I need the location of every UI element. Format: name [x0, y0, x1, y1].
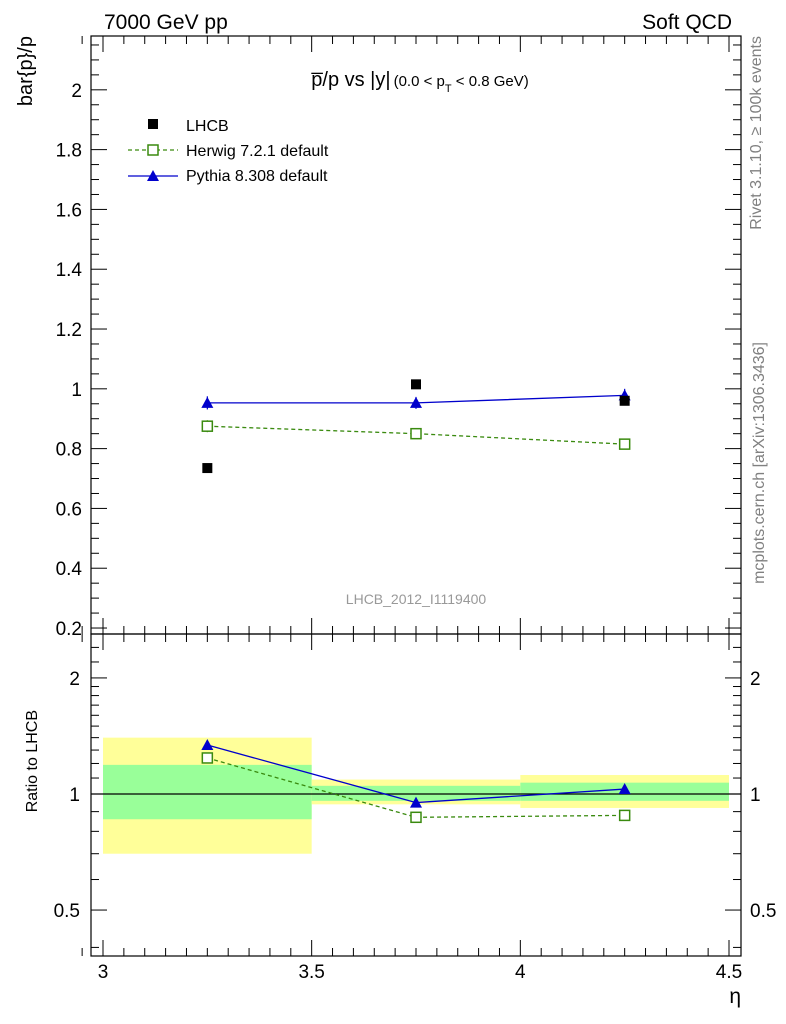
pythia-point	[201, 396, 214, 408]
pythia-ratio-point	[410, 796, 422, 808]
y-tick-label: 0.2	[56, 619, 82, 640]
y-tick-label: 1.4	[56, 260, 83, 281]
chart-marks: 3 3.5 4 4.5 0.2 0.4 0.6 0.8 1 1.2 1.4 1.6 1.8 2 0.5 0.5…	[54, 35, 776, 983]
legend-entry-lhcb: LHCB	[186, 118, 229, 135]
legend: LHCB Herwig 7.2.1 default Pythia 8.308 d…	[128, 118, 329, 185]
x-axis-label: η	[729, 985, 741, 1008]
energy-label: 7000 GeV pp	[104, 11, 228, 34]
ratio-tick-label-left: 1	[69, 785, 80, 806]
rivet-label: Rivet 3.1.10, ≥ 100k events	[748, 36, 765, 230]
pythia-ratio-point	[618, 783, 631, 795]
y-tick-label: 0.6	[56, 499, 82, 520]
y-tick-label: 0.8	[56, 440, 82, 461]
legend-marker-pythia	[147, 170, 159, 181]
y-tick-label: 1.8	[56, 141, 82, 162]
legend-marker-herwig	[147, 144, 159, 156]
ratio-tick-label-left: 0.5	[54, 901, 80, 922]
ratio-tick-label-right: 2	[750, 669, 761, 690]
y-tick-label: 1.2	[56, 320, 82, 341]
x-tick-label: 4	[515, 962, 526, 983]
herwig-ratio-point	[201, 752, 214, 764]
ratio-y-axis-label: Ratio to LHCB	[24, 710, 41, 812]
title-cut-open: (0.0 < p	[394, 73, 445, 90]
plot-title: p̅/p vs |y| (0.0 < pT < 0.8 GeV)	[311, 69, 529, 95]
ratio-band-stat	[103, 764, 312, 820]
title-main: p̅/p vs |y|	[311, 69, 390, 91]
herwig-ratio-point	[410, 811, 422, 824]
analysis-watermark: LHCB_2012_I1119400	[346, 591, 487, 607]
y-tick-label: 2	[71, 81, 82, 102]
ratio-tick-label-left: 2	[69, 669, 80, 690]
title-cut-sub: T	[445, 83, 452, 95]
y-tick-label: 1	[71, 380, 82, 401]
ratio-tick-label-right: 1	[750, 785, 761, 806]
title-cut-close: < 0.8 GeV)	[452, 73, 529, 90]
ratio-band-stat	[311, 785, 521, 801]
x-tick-label: 3	[98, 962, 109, 983]
pythia-ratio-point	[201, 738, 214, 750]
x-tick-label: 3.5	[298, 962, 324, 983]
herwig-ratio-line	[207, 757, 625, 818]
lhcb-point	[619, 395, 630, 406]
herwig-point	[410, 427, 422, 440]
ratio-tick-label-right: 0.5	[750, 901, 776, 922]
y-tick-label: 1.6	[56, 200, 82, 221]
legend-entry-pythia: Pythia 8.308 default	[186, 168, 328, 185]
herwig-point	[618, 438, 631, 450]
y-axis-label: bar{p}/p	[15, 36, 37, 106]
x-tick-label: 4.5	[716, 962, 742, 983]
legend-marker-lhcb	[148, 119, 158, 129]
legend-entry-herwig: Herwig 7.2.1 default	[186, 143, 329, 160]
pythia-point	[410, 396, 422, 408]
herwig-point	[201, 420, 214, 432]
herwig-ratio-point	[618, 809, 631, 822]
lhcb-point	[202, 463, 213, 474]
category-label: Soft QCD	[642, 11, 732, 34]
y-tick-label: 0.4	[56, 559, 83, 580]
mcplots-label: mcplots.cern.ch [arXiv:1306.3436]	[751, 342, 768, 584]
lhcb-point	[411, 379, 421, 390]
